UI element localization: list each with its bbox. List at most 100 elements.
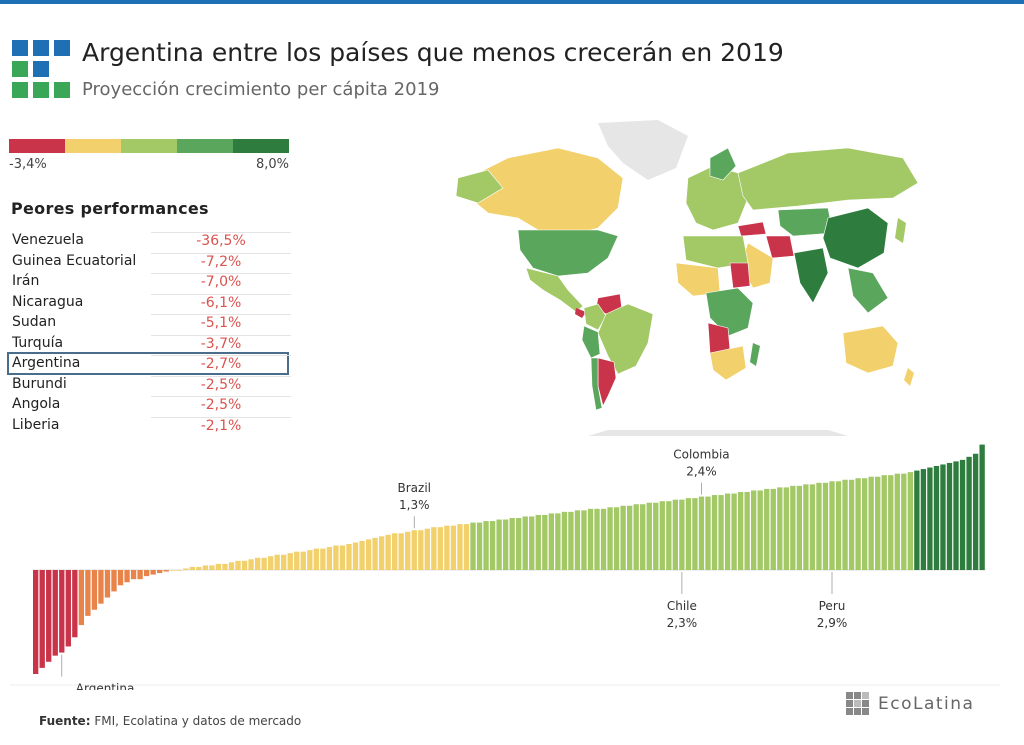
bar — [176, 570, 182, 571]
bar — [483, 521, 489, 570]
map-china — [822, 207, 889, 269]
bar — [287, 553, 293, 570]
map-peru — [581, 325, 601, 359]
bar — [751, 490, 757, 570]
country-name: Liberia — [12, 416, 60, 433]
color-scale-legend — [9, 139, 289, 153]
bar — [202, 565, 209, 570]
bar — [489, 521, 496, 570]
bar — [581, 510, 587, 570]
bar — [248, 559, 254, 570]
map-new-zealand — [904, 368, 914, 386]
annotation-value-label: 2,4% — [686, 465, 717, 479]
brand-name: EcoLatina — [878, 694, 975, 714]
bar — [705, 496, 711, 570]
world-choropleth-map[interactable] — [448, 118, 938, 440]
bar — [209, 565, 215, 570]
bar — [757, 490, 763, 570]
bar — [946, 462, 953, 570]
map-greenland — [598, 120, 688, 180]
bar — [783, 487, 789, 570]
map-central-asia — [777, 207, 834, 237]
annotation-country-label: Brazil — [398, 481, 432, 495]
bar — [235, 560, 241, 570]
bar — [888, 475, 894, 570]
country-name: Sudan — [12, 314, 57, 330]
bar — [555, 513, 561, 570]
country-name: Angola — [12, 396, 61, 412]
bar — [261, 557, 267, 570]
bar — [143, 570, 150, 577]
bar — [979, 444, 985, 570]
bar — [457, 524, 463, 570]
bar — [672, 499, 679, 570]
bar — [170, 570, 176, 571]
bar — [842, 479, 848, 570]
bar — [548, 513, 554, 570]
bar — [196, 566, 202, 570]
bar — [731, 493, 737, 570]
bar — [65, 570, 71, 647]
bar — [542, 514, 548, 570]
table-row: Liberia -2,1% — [8, 415, 291, 436]
bar — [966, 456, 972, 570]
table-row: Sudan -5,1% — [8, 312, 291, 333]
bar — [568, 511, 574, 570]
bar — [78, 570, 85, 626]
country-value: -2,5% — [151, 396, 291, 415]
bar — [137, 570, 143, 580]
bar — [718, 495, 724, 570]
bar — [157, 570, 163, 574]
country-value: -2,5% — [151, 375, 291, 395]
country-name: Argentina — [12, 355, 81, 371]
bar — [352, 542, 359, 570]
bar — [692, 498, 698, 570]
bar — [816, 482, 822, 570]
annotation-country-label: Chile — [667, 599, 697, 613]
bar — [326, 547, 333, 570]
country-name: Turquía — [12, 334, 64, 351]
bar — [378, 536, 385, 570]
bar — [496, 519, 502, 570]
worst-performers-title: Peores performances — [11, 199, 209, 218]
bar — [940, 464, 946, 570]
bar — [770, 488, 776, 570]
bar — [437, 527, 444, 570]
bar — [215, 563, 222, 570]
bar — [431, 527, 437, 570]
table-row: Angola -2,5% — [8, 394, 291, 415]
bar — [855, 478, 861, 570]
bar — [104, 570, 111, 598]
country-value: -36,5% — [151, 232, 291, 251]
bar — [600, 508, 607, 570]
bar — [163, 570, 169, 572]
bar — [85, 570, 91, 616]
map-central-africa — [705, 287, 754, 337]
map-nicaragua — [575, 308, 586, 318]
annotation-value-label: 1,3% — [399, 498, 430, 512]
source-text: FMI, Ecolatina y datos de mercado — [90, 714, 302, 728]
country-value: -7,2% — [151, 252, 291, 272]
country-name: Burundi — [12, 375, 67, 392]
bar — [626, 505, 633, 570]
map-chile — [590, 357, 603, 411]
bar — [333, 545, 339, 570]
bar — [274, 554, 280, 570]
table-row: Guinea Ecuatorial -7,2% — [8, 251, 291, 272]
bar — [424, 528, 430, 570]
map-antarctica — [588, 430, 848, 436]
bar — [835, 481, 842, 570]
bar — [790, 485, 796, 570]
table-row: Venezuela -36,5% — [8, 230, 291, 251]
page-subtitle: Proyección crecimiento per cápita 2019 — [82, 79, 440, 100]
growth-bar-chart: Argentina-2,7%Brazil1,3%Colombia2,4%Chil… — [10, 444, 1000, 690]
country-value: -2,1% — [151, 416, 291, 436]
bar — [359, 540, 365, 570]
bar — [881, 475, 887, 570]
bar — [476, 522, 483, 570]
annotation-country-label: Argentina — [76, 682, 135, 690]
bar — [522, 516, 528, 570]
page-title: Argentina entre los países que menos cre… — [82, 38, 784, 67]
bar — [130, 570, 137, 580]
table-row: Burundi -2,5% — [8, 374, 291, 395]
